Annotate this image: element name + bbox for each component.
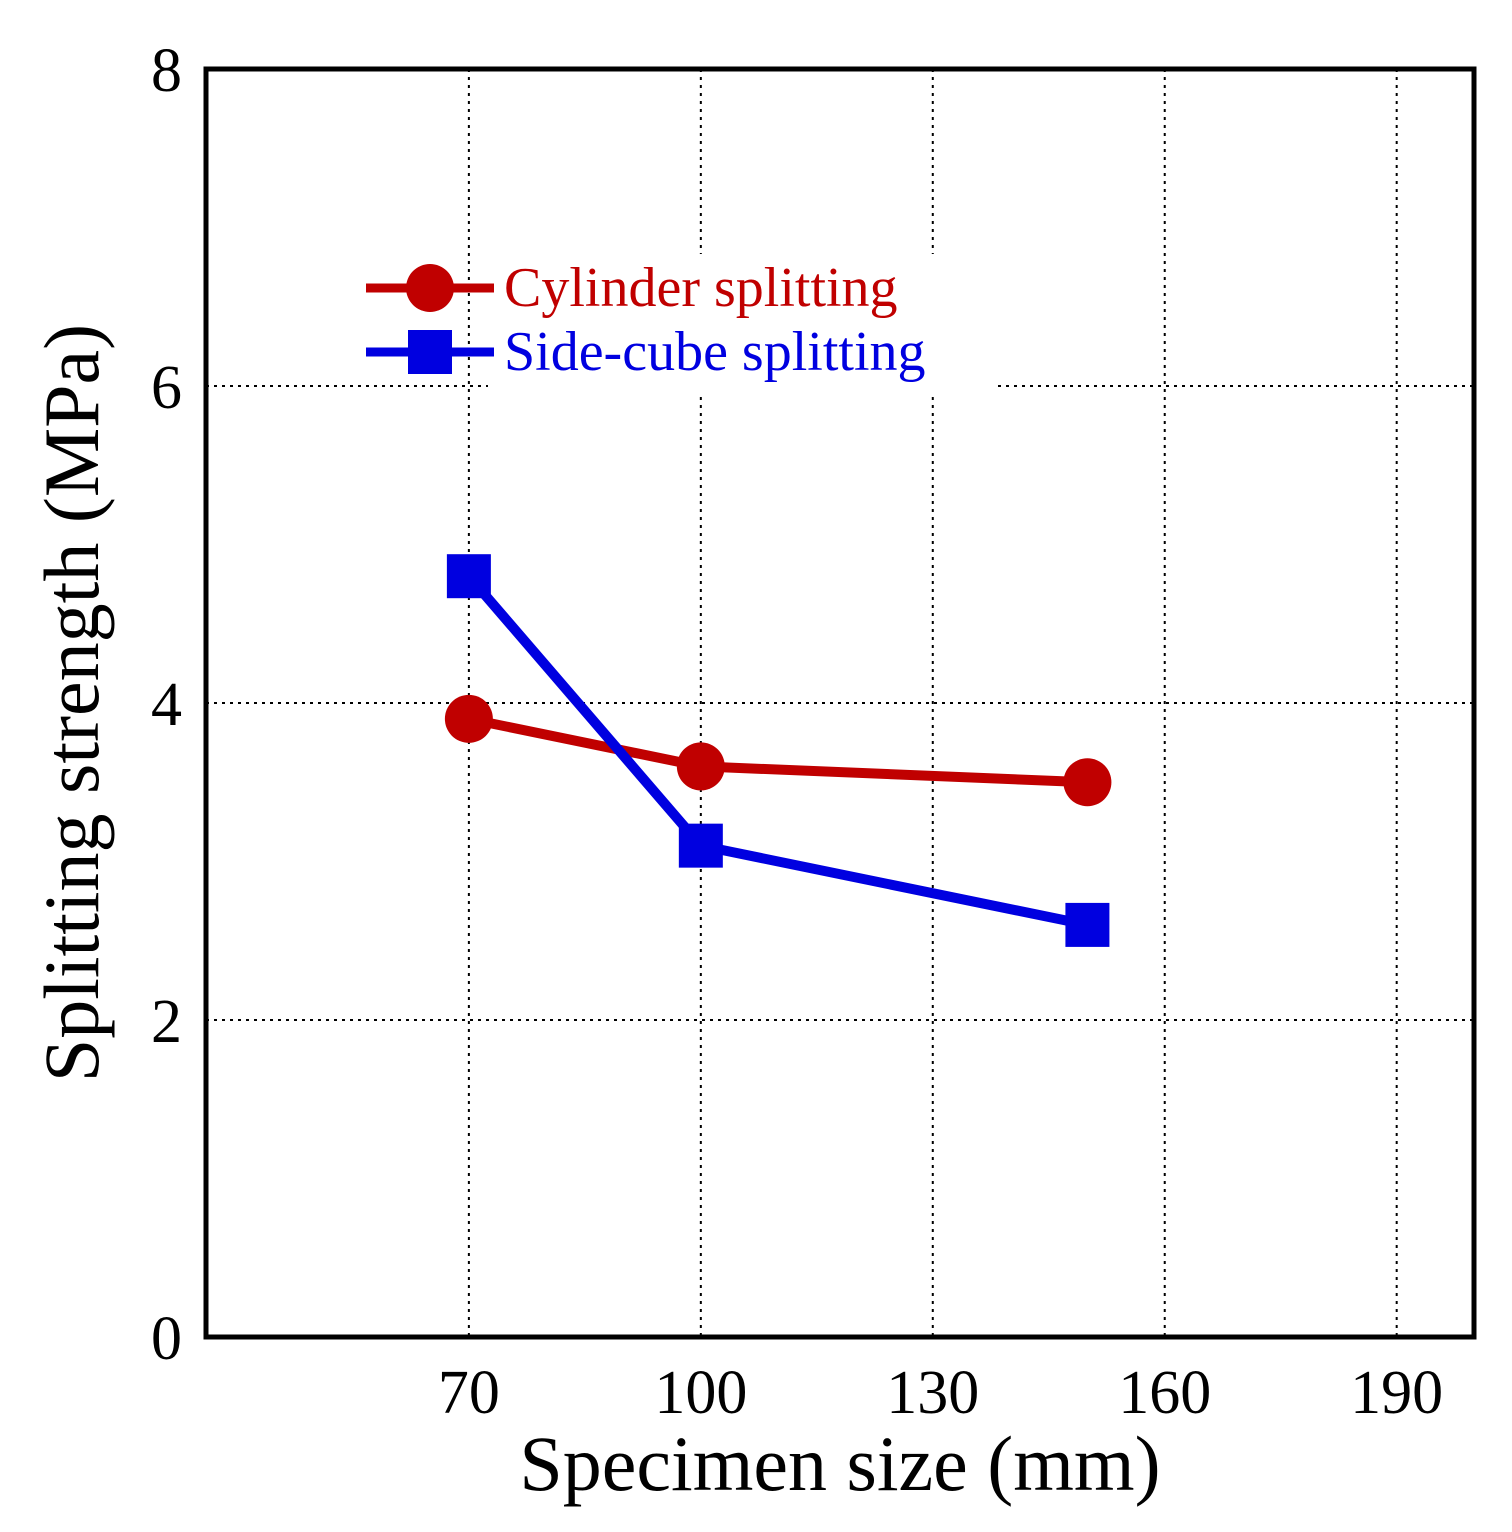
series-layer	[444, 554, 1112, 947]
cylinder-data-point	[444, 694, 493, 743]
legend-marker-cylinder	[406, 264, 454, 312]
y-tick-label: 2	[151, 988, 182, 1056]
y-tick-label: 4	[151, 671, 182, 739]
x-tick-label: 160	[1118, 1359, 1211, 1427]
y-axis-title: Splitting strength (MPa)	[28, 324, 115, 1082]
series-line-side-cube	[465, 572, 1089, 930]
cylinder-data-point	[676, 742, 725, 791]
tick-layer: 70 100 130 160 190 0 2 4 6 8	[151, 37, 1443, 1427]
x-tick-label: 130	[886, 1359, 979, 1427]
x-tick-label: 100	[654, 1359, 747, 1427]
legend-marker-side-cube	[408, 330, 452, 374]
side-cube-data-point	[678, 823, 723, 868]
x-tick-label: 190	[1350, 1359, 1443, 1427]
y-tick-label: 8	[151, 37, 182, 105]
series-line-cylinder	[467, 713, 1088, 788]
legend-background	[488, 254, 998, 394]
x-tick-label: 70	[438, 1359, 500, 1427]
y-tick-label: 0	[151, 1305, 182, 1373]
side-cube-data-point	[1065, 902, 1110, 947]
legend-label-cylinder: Cylinder splitting	[504, 257, 898, 319]
legend-label-side-cube: Side-cube splitting	[504, 321, 926, 383]
y-tick-label: 6	[151, 354, 182, 422]
grid-layer	[206, 69, 1474, 1337]
cylinder-data-point	[1063, 758, 1112, 807]
side-cube-data-point	[446, 554, 491, 599]
plot-frame	[203, 66, 1477, 1340]
x-axis-title: Specimen size (mm)	[519, 1420, 1160, 1507]
